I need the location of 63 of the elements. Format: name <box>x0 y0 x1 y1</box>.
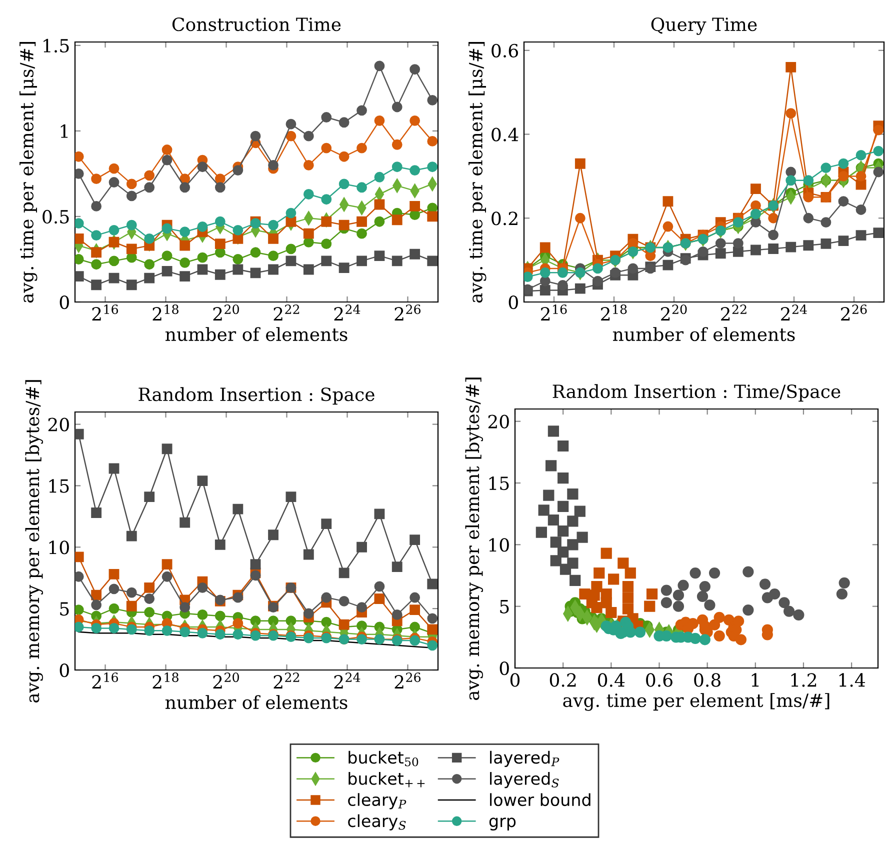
y-tick-label: 10 <box>49 540 69 554</box>
y-tick-label: 0.6 <box>492 44 518 58</box>
y-tick-label: 0 <box>60 663 69 678</box>
x-tick-label: 2$^{24}$ <box>334 304 360 320</box>
x-tick-label: 2$^{20}$ <box>661 304 687 320</box>
x-tick-label: 1.4 <box>839 673 866 687</box>
legend-label: cleary$_{S}$ <box>348 814 406 830</box>
legend-label: layered$_{P}$ <box>490 750 560 767</box>
x-axis-title: number of elements <box>612 327 795 342</box>
y-tick-label: 0 <box>500 661 509 676</box>
legend-label: layered$_{S}$ <box>490 772 559 788</box>
x-tick-label: 2$^{22}$ <box>721 304 746 320</box>
x-tick-label: 2$^{18}$ <box>601 304 627 320</box>
x-tick-label: 2$^{26}$ <box>841 304 867 320</box>
legend-label: grp <box>489 818 516 830</box>
y-tick-label: 0.2 <box>492 212 518 226</box>
x-tick-label: 2$^{16}$ <box>92 304 118 320</box>
x-tick-label: 2$^{26}$ <box>394 304 421 320</box>
y-tick-label: 0.4 <box>492 128 518 142</box>
x-tick-label: 0.4 <box>598 673 625 687</box>
x-axis-title: number of elements <box>165 327 348 342</box>
y-tick-label: 5 <box>500 600 509 614</box>
chart-title: Random Insertion : Space <box>138 387 374 405</box>
legend-label: cleary$_{P}$ <box>348 793 406 810</box>
y-tick-label: 0.5 <box>42 210 69 224</box>
y-axis-title: avg. memory per element [bytes/#] <box>465 378 483 700</box>
x-tick-label: 0.8 <box>694 673 720 687</box>
x-tick-label: 2$^{22}$ <box>274 304 300 320</box>
x-tick-label: 2$^{24}$ <box>781 304 807 320</box>
x-tick-label: 2$^{18}$ <box>152 304 178 320</box>
y-tick-label: 0 <box>60 295 69 310</box>
y-tick-label: 15 <box>489 476 509 490</box>
x-tick-label: 0.6 <box>646 673 672 687</box>
y-tick-label: 0 <box>508 295 518 310</box>
x-tick-label: 2$^{20}$ <box>213 672 239 688</box>
y-tick-label: 15 <box>49 479 69 493</box>
x-tick-label: 2$^{24}$ <box>334 672 360 688</box>
x-tick-label: 2$^{20}$ <box>213 304 239 320</box>
y-tick-label: 20 <box>488 414 509 428</box>
chart-title: Random Insertion : Time/Space <box>552 384 840 402</box>
x-axis-title: number of elements <box>165 695 348 710</box>
x-axis-title: avg. time per element [ms/#] <box>563 693 830 711</box>
legend-label: lower bound <box>490 793 590 806</box>
y-tick-label: 10 <box>489 538 509 552</box>
x-tick-label: 0.2 <box>550 673 576 687</box>
x-tick-label: 2$^{16}$ <box>541 304 567 320</box>
legend-label: bucket$_{50}$ <box>348 750 418 766</box>
y-axis-title: avg. time per element [μs/#] <box>468 42 486 303</box>
x-tick-label: 1.2 <box>791 673 816 687</box>
y-axis-title: avg. memory per element [bytes/#] <box>25 380 43 703</box>
chart-title: Query Time <box>651 17 757 35</box>
y-axis-title: avg. time per element [μs/#] <box>20 42 38 303</box>
chart-title: Construction Time <box>172 17 341 32</box>
legend-label: bucket$_{++}$ <box>348 772 425 788</box>
x-tick-label: 2$^{18}$ <box>152 672 178 688</box>
x-tick-label: 2$^{26}$ <box>394 672 421 688</box>
y-tick-label: 1 <box>60 124 68 138</box>
y-tick-label: 5 <box>60 602 69 616</box>
y-tick-label: 20 <box>48 418 69 432</box>
x-tick-label: 2$^{16}$ <box>92 672 118 688</box>
x-tick-label: 2$^{22}$ <box>274 672 300 688</box>
y-tick-label: 1.5 <box>44 38 69 53</box>
x-tick-label: 1 <box>752 673 759 687</box>
